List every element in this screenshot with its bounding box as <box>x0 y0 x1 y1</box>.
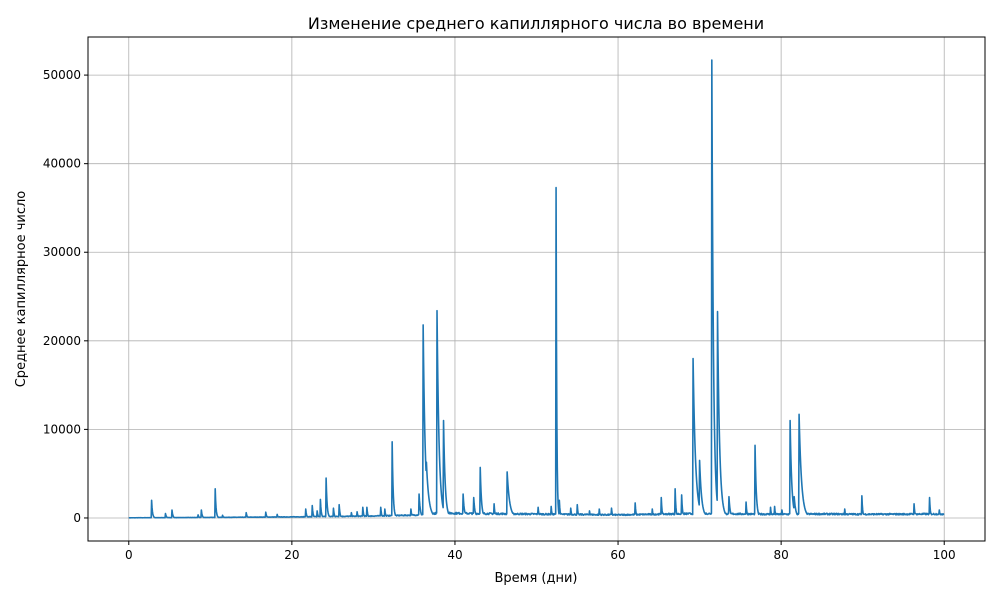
y-tick-label: 20000 <box>43 334 81 348</box>
series-line <box>128 59 945 519</box>
x-axis-ticks: 0 20 40 60 80 100 <box>125 541 956 562</box>
plot-area <box>128 59 945 519</box>
chart-title: Изменение среднего капиллярного числа во… <box>308 14 764 33</box>
x-tick-label: 0 <box>125 548 133 562</box>
x-tick-label: 100 <box>933 548 956 562</box>
x-tick-label: 20 <box>284 548 299 562</box>
grid-lines <box>88 37 985 541</box>
y-tick-label: 30000 <box>43 245 81 259</box>
x-tick-label: 60 <box>610 548 625 562</box>
y-tick-label: 50000 <box>43 68 81 82</box>
y-axis-label: Среднее капиллярное число <box>14 191 29 388</box>
y-axis-ticks: 0 10000 20000 30000 40000 50000 <box>43 68 88 525</box>
y-tick-label: 0 <box>73 511 81 525</box>
x-tick-label: 80 <box>773 548 788 562</box>
x-tick-label: 40 <box>447 548 462 562</box>
axes-frame <box>87 36 986 542</box>
x-axis-label: Время (дни) <box>494 571 577 586</box>
y-tick-label: 10000 <box>43 422 81 436</box>
y-tick-label: 40000 <box>43 157 81 171</box>
